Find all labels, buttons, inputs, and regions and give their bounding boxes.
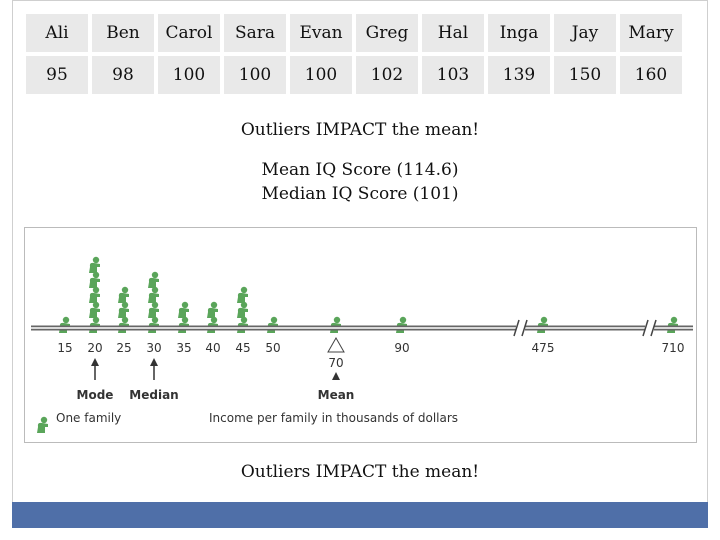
mean-arrowhead [332, 372, 340, 380]
family-figure [59, 316, 70, 333]
family-figure [148, 271, 159, 288]
family-figure [89, 271, 100, 288]
family-figure [207, 301, 218, 318]
tick-label: 475 [532, 341, 555, 355]
mean-caption: Mean IQ Score (114.6) [261, 160, 459, 180]
mode-arrowhead [91, 358, 99, 366]
axis-ticks: 15 20 25 30 35 40 45 50 70 90 475 710 [57, 341, 684, 370]
median-arrowhead [150, 358, 158, 366]
family-figure [237, 316, 248, 333]
iq-score-table: Ali Ben Carol Sara Evan Greg Hal Inga Ja… [22, 10, 686, 98]
one-family-icon [37, 416, 48, 433]
family-figure [178, 301, 189, 318]
family-figures [59, 256, 678, 333]
mean-fulcrum [327, 336, 345, 353]
name-cell: Mary [620, 14, 682, 52]
axis-break-710 [642, 319, 657, 337]
score-cell: 160 [620, 56, 682, 94]
tick-label: 25 [116, 341, 131, 355]
name-cell: Hal [422, 14, 484, 52]
mode-label: Mode [77, 388, 114, 402]
tick-label: 50 [265, 341, 280, 355]
family-figure [37, 416, 48, 433]
family-figure [237, 301, 248, 318]
family-figure [237, 286, 248, 303]
table-row-scores: 95 98 100 100 100 102 103 139 150 160 [26, 56, 682, 94]
name-cell: Carol [158, 14, 220, 52]
score-cell: 103 [422, 56, 484, 94]
tick-label: 15 [57, 341, 72, 355]
median-label: Median [129, 388, 178, 402]
family-figure [89, 301, 100, 318]
tick-label: 30 [146, 341, 161, 355]
score-cell: 102 [356, 56, 418, 94]
score-cell: 150 [554, 56, 616, 94]
tick-label: 20 [87, 341, 102, 355]
family-figure [667, 316, 678, 333]
name-cell: Inga [488, 14, 550, 52]
family-figure [330, 316, 341, 333]
table-row-names: Ali Ben Carol Sara Evan Greg Hal Inga Ja… [26, 14, 682, 52]
family-figure [267, 316, 278, 333]
tick-label: 35 [176, 341, 191, 355]
axis-break-475 [513, 319, 528, 337]
median-caption: Median IQ Score (101) [261, 184, 459, 204]
name-cell: Greg [356, 14, 418, 52]
family-figure [89, 256, 100, 273]
name-cell: Jay [554, 14, 616, 52]
name-cell: Ben [92, 14, 154, 52]
name-cell: Ali [26, 14, 88, 52]
tick-label: 40 [205, 341, 220, 355]
axis-caption: Income per family in thousands of dollar… [209, 411, 458, 425]
score-cell: 100 [158, 56, 220, 94]
footer-bar [12, 502, 708, 528]
name-cell: Evan [290, 14, 352, 52]
family-figure [148, 316, 159, 333]
family-figure [148, 301, 159, 318]
score-cell: 139 [488, 56, 550, 94]
tick-label: 70 [328, 356, 343, 370]
outliers-caption-bottom: Outliers IMPACT the mean! [240, 462, 480, 482]
mean-label: Mean [318, 388, 355, 402]
family-figure [118, 301, 129, 318]
score-cell: 95 [26, 56, 88, 94]
score-cell: 98 [92, 56, 154, 94]
family-figure [89, 316, 100, 333]
score-cell: 100 [224, 56, 286, 94]
tick-label: 45 [235, 341, 250, 355]
outliers-caption-top: Outliers IMPACT the mean! [240, 120, 480, 140]
family-figure [207, 316, 218, 333]
legend-label: One family [56, 411, 121, 425]
family-figure [89, 286, 100, 303]
tick-label: 710 [662, 341, 685, 355]
family-figure [148, 286, 159, 303]
family-figure [396, 316, 407, 333]
family-figure [537, 316, 548, 333]
tick-label: 90 [394, 341, 409, 355]
score-cell: 100 [290, 56, 352, 94]
family-figure [118, 286, 129, 303]
family-figure [178, 316, 189, 333]
family-figure [118, 316, 129, 333]
income-dot-plot-svg: 15 20 25 30 35 40 45 50 70 90 475 710 Mode Median M… [31, 256, 693, 433]
income-dot-plot: 15 20 25 30 35 40 45 50 70 90 475 710 Mode Median M… [24, 227, 697, 443]
name-cell: Sara [224, 14, 286, 52]
